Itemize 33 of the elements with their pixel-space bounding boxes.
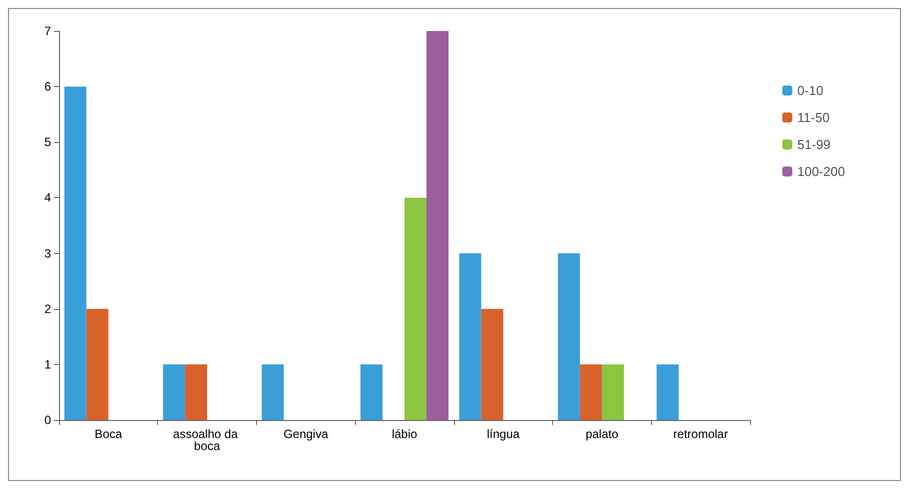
bar [558,253,580,420]
bar [426,31,448,420]
y-tick-label: 5 [44,135,52,150]
x-tick-label: retromolar [673,427,728,441]
x-tick-label: Boca [94,427,122,441]
bar [602,364,624,420]
legend-label: 100-200 [797,164,846,179]
x-tick-label: palato [586,427,619,441]
bar [360,364,382,420]
bar [64,86,86,420]
bar [404,198,426,420]
x-tick-label: lábio [392,427,418,441]
bar [86,308,108,420]
legend-label: 0-10 [797,83,824,98]
y-tick-label: 6 [44,80,52,94]
bar [481,308,504,420]
x-tick-label: língua [486,427,520,441]
bar [459,253,482,420]
bar [163,364,186,420]
bar [580,364,602,420]
y-tick-label: 3 [44,246,52,260]
y-tick-label: 4 [44,190,52,205]
bar [656,364,679,420]
bar [262,364,284,420]
x-tick-label: assoalho da boca [173,427,242,453]
bar [185,364,208,420]
x-tick-label: Gengiva [283,427,328,441]
y-tick-label: 2 [44,302,52,316]
y-tick-label: 7 [44,24,52,38]
legend-label: 11-50 [797,110,830,125]
y-tick-label: 1 [44,357,52,372]
legend-label: 51-99 [797,137,831,152]
y-tick-label: 0 [44,413,52,427]
